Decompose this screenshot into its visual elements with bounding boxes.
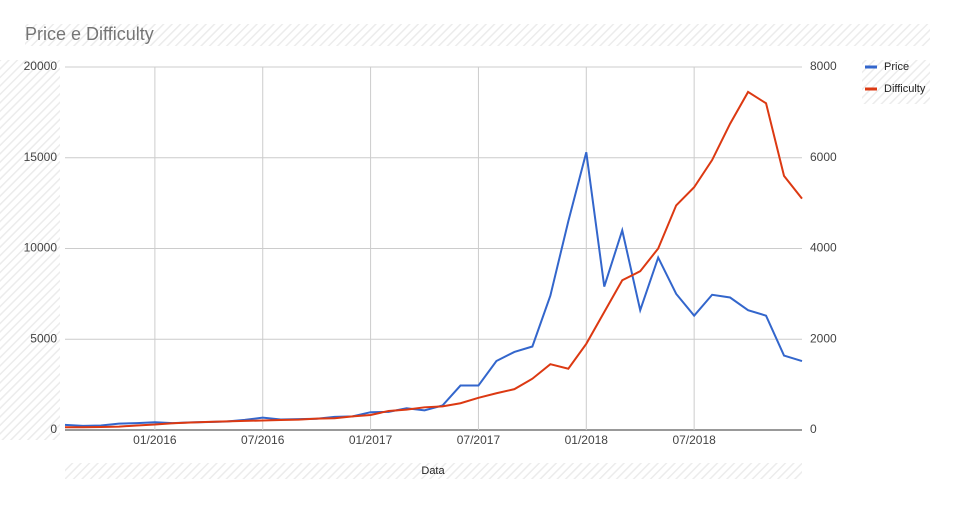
y2-tick-label: 8000 <box>810 59 837 73</box>
series-line <box>64 152 803 427</box>
legend-label: Difficulty <box>884 83 926 95</box>
y-tick-label: 5000 <box>30 331 57 345</box>
y2-tick-label: 6000 <box>810 150 837 164</box>
legend-label: Price <box>884 61 909 73</box>
y-tick-label: 0 <box>50 422 57 436</box>
chart-title: Price e Difficulty <box>25 24 154 44</box>
y2-tick-label: 4000 <box>810 241 837 255</box>
x-title-bg <box>65 463 802 479</box>
x-tick-label: 07/2016 <box>241 433 285 447</box>
left-bg <box>0 60 60 440</box>
title-bg <box>25 24 930 46</box>
x-tick-label: 01/2018 <box>565 433 609 447</box>
series-line <box>65 90 803 429</box>
x-tick-label: 01/2017 <box>349 433 393 447</box>
x-tick-label: 07/2018 <box>672 433 716 447</box>
y-tick-label: 15000 <box>24 150 58 164</box>
x-tick-label: 07/2017 <box>457 433 501 447</box>
x-axis-title: Data <box>421 465 445 477</box>
x-tick-label: 01/2016 <box>133 433 177 447</box>
y-tick-label: 10000 <box>24 241 58 255</box>
y-tick-label: 20000 <box>24 59 58 73</box>
y2-tick-label: 2000 <box>810 331 837 345</box>
y2-tick-label: 0 <box>810 422 817 436</box>
